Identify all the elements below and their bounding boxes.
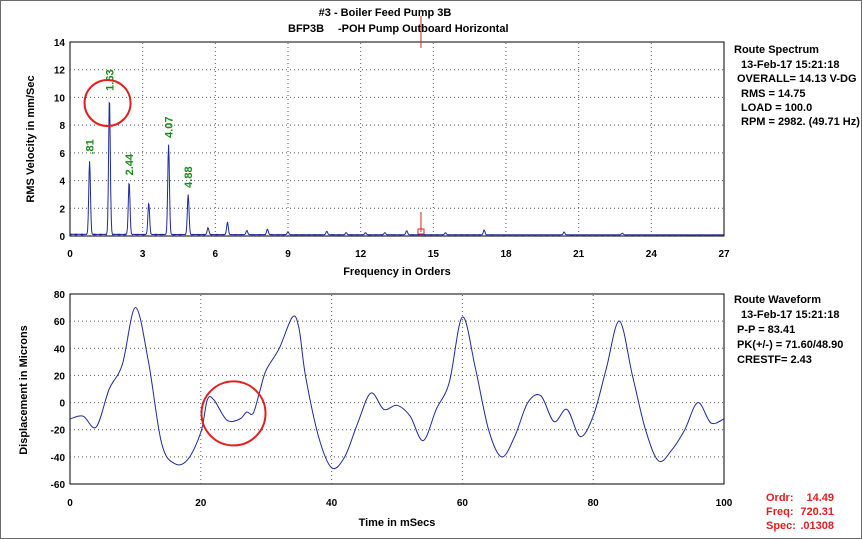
- waveform-y-tick: -60: [51, 480, 66, 491]
- waveform-grid: [70, 294, 724, 484]
- readout-ordr-value: 14.49: [806, 492, 834, 504]
- spectrum-info-rpm: RPM = 2982. (49.71 Hz): [741, 116, 860, 128]
- waveform-x-tick: 0: [67, 498, 73, 509]
- waveform-plot: -60 -40 -20 0 20 40 60 80 0 20 40 60 80 100: [51, 290, 733, 509]
- waveform-y-tick: 80: [54, 290, 66, 301]
- spectrum-x-tick: 27: [718, 249, 730, 260]
- spectrum-y-tick: 6: [59, 149, 65, 160]
- spectrum-grid: [70, 42, 724, 236]
- waveform-y-axis-label: Displacement in Microns: [18, 325, 30, 455]
- spectrum-annotation-circle: [83, 78, 132, 127]
- readout-spec-value: .01308: [800, 520, 834, 532]
- spectrum-y-tick: 0: [59, 232, 65, 243]
- spectrum-cursor-box: [417, 228, 425, 235]
- spectrum-x-tick: 18: [500, 249, 512, 260]
- spectrum-x-tick: 0: [67, 249, 73, 260]
- waveform-x-tick: 80: [588, 498, 600, 509]
- waveform-info-pk: PK(+/-) = 71.60/48.90: [737, 339, 843, 351]
- spectrum-peak-label: 4.88: [183, 166, 195, 187]
- spectrum-frame: [69, 41, 725, 237]
- spectrum-x-tick: 6: [213, 249, 219, 260]
- spectrum-x-tick: 9: [285, 249, 291, 260]
- waveform-annotation-circle: [200, 380, 267, 447]
- spectrum-info-load: LOAD = 100.0: [741, 102, 812, 114]
- spectrum-y-tick: 10: [54, 93, 66, 104]
- spectrum-info-overall: OVERALL= 14.13 V-DG: [737, 73, 857, 85]
- waveform-x-tick: 40: [326, 498, 338, 509]
- waveform-info-date: 13-Feb-17 15:21:18: [741, 309, 839, 321]
- waveform-y-tick: 0: [59, 399, 65, 410]
- waveform-series-line: [69, 307, 725, 470]
- spectrum-peak-label: .81: [85, 139, 97, 154]
- waveform-y-tick: 60: [54, 317, 66, 328]
- waveform-info-block: Route Waveform 13-Feb-17 15:21:18 P-P = …: [734, 294, 843, 366]
- spectrum-y-tick: 14: [54, 38, 66, 49]
- spectrum-info-date: 13-Feb-17 15:21:18: [741, 59, 839, 71]
- spectrum-y-axis-label: RMS Velocity in mm/Sec: [25, 75, 37, 202]
- waveform-y-tick: 40: [54, 344, 66, 355]
- waveform-info-pp: P-P = 83.41: [737, 324, 795, 336]
- header-point-desc: -POH Pump Outboard Horizontal: [338, 23, 509, 35]
- spectrum-y-tick: 8: [59, 121, 65, 132]
- waveform-info-crest: CRESTF= 2.43: [737, 354, 812, 366]
- cursor-readout: Ordr: 14.49 Freq: 720.31 Spec: .01308: [766, 492, 834, 532]
- waveform-y-tick: -40: [51, 453, 66, 464]
- spectrum-x-tick: 3: [140, 249, 146, 260]
- spectrum-x-tick: 21: [573, 249, 585, 260]
- readout-spec-label: Spec:: [766, 520, 796, 532]
- spectrum-peak-labels: .811.632.444.074.88: [85, 69, 196, 187]
- readout-freq-label: Freq:: [766, 506, 794, 518]
- spectrum-x-tick: 24: [646, 249, 658, 260]
- spectrum-peak-label: 4.07: [164, 117, 176, 138]
- readout-ordr-label: Ordr:: [766, 492, 794, 504]
- readout-freq-value: 720.31: [800, 506, 834, 518]
- spectrum-series-line: [69, 101, 725, 236]
- waveform-y-tick: 20: [54, 371, 66, 382]
- spectrum-cursor[interactable]: [417, 16, 425, 235]
- spectrum-x-tick: 12: [355, 249, 367, 260]
- spectrum-info-rms: RMS = 14.75: [741, 88, 806, 100]
- spectrum-peak-label: 2.44: [124, 153, 136, 175]
- spectrum-info-block: Route Spectrum 13-Feb-17 15:21:18 OVERAL…: [734, 44, 860, 128]
- waveform-x-axis-label: Time in mSecs: [359, 517, 436, 529]
- spectrum-y-tick: 4: [59, 177, 65, 188]
- waveform-x-tick: 100: [716, 498, 733, 509]
- waveform-frame: [69, 293, 725, 485]
- spectrum-x-axis-label: Frequency in Orders: [343, 266, 451, 278]
- spectrum-y-tick: 2: [59, 204, 65, 215]
- header-point-id: BFP3B: [288, 23, 324, 35]
- waveform-x-tick: 60: [457, 498, 469, 509]
- waveform-x-tick: 20: [195, 498, 207, 509]
- spectrum-x-tick: 15: [428, 249, 440, 260]
- spectrum-info-title: Route Spectrum: [734, 44, 819, 56]
- waveform-y-tick: -20: [51, 426, 66, 437]
- spectrum-y-tick: 12: [54, 66, 66, 77]
- header-title: #3 - Boiler Feed Pump 3B: [319, 7, 452, 19]
- waveform-info-title: Route Waveform: [734, 294, 821, 306]
- waveform-tick-labels: -60 -40 -20 0 20 40 60 80 0 20 40 60 80 100: [51, 290, 733, 509]
